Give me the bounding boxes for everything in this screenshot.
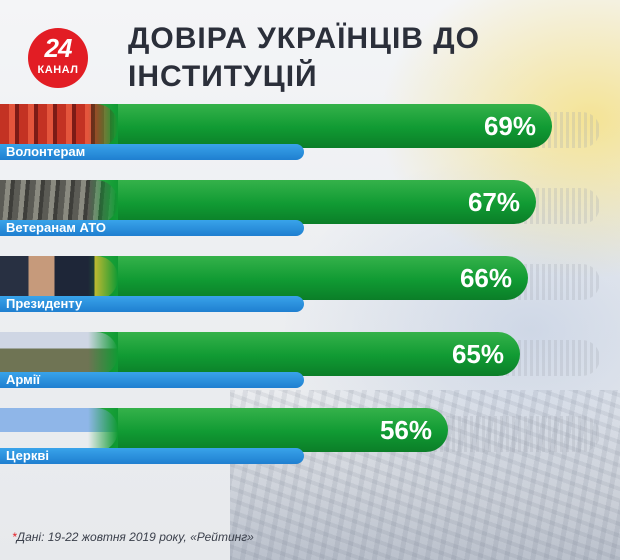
photo-fade (88, 180, 118, 224)
bar-row: 65% Армії (0, 324, 620, 390)
chart-title: ДОВІРА УКРАЇНЦІВ ДО ІНСТИТУЦІЙ (128, 22, 480, 93)
source-footnote: *Дані: 19-22 жовтня 2019 року, «Рейтинг» (12, 530, 254, 544)
category-label: Президенту (0, 296, 304, 312)
footnote-star: * (12, 530, 17, 544)
data-label: 56% (379, 415, 432, 445)
footnote-text: Дані: 19-22 жовтня 2019 року, «Рейтинг» (16, 530, 254, 544)
logo-number: 24 (44, 33, 73, 63)
data-label: 65% (451, 339, 504, 369)
category-label: Волонтерам (0, 144, 304, 160)
24-kanal-logo: 24 КАНАЛ (28, 28, 88, 88)
bar (0, 256, 528, 300)
bar-row: 69% Волонтерам (0, 96, 620, 162)
category-label: Ветеранам АТО (0, 220, 304, 236)
photo-fade (88, 408, 118, 452)
category-label: Церкві (0, 448, 304, 464)
category-label: Армії (0, 372, 304, 388)
bar-row: 56% Церкві (0, 400, 620, 466)
data-label: 69% (483, 111, 536, 141)
bar-row: 67% Ветеранам АТО (0, 172, 620, 238)
data-label: 66% (459, 263, 512, 293)
logo-word: КАНАЛ (37, 64, 79, 76)
bar (0, 332, 520, 376)
bar (0, 180, 536, 224)
data-label: 67% (467, 187, 520, 217)
bar-row: 66% Президенту (0, 248, 620, 314)
bar (0, 104, 552, 148)
photo-fade (88, 332, 118, 376)
photo-fade (88, 256, 118, 300)
bar (0, 408, 448, 452)
photo-fade (88, 104, 118, 148)
